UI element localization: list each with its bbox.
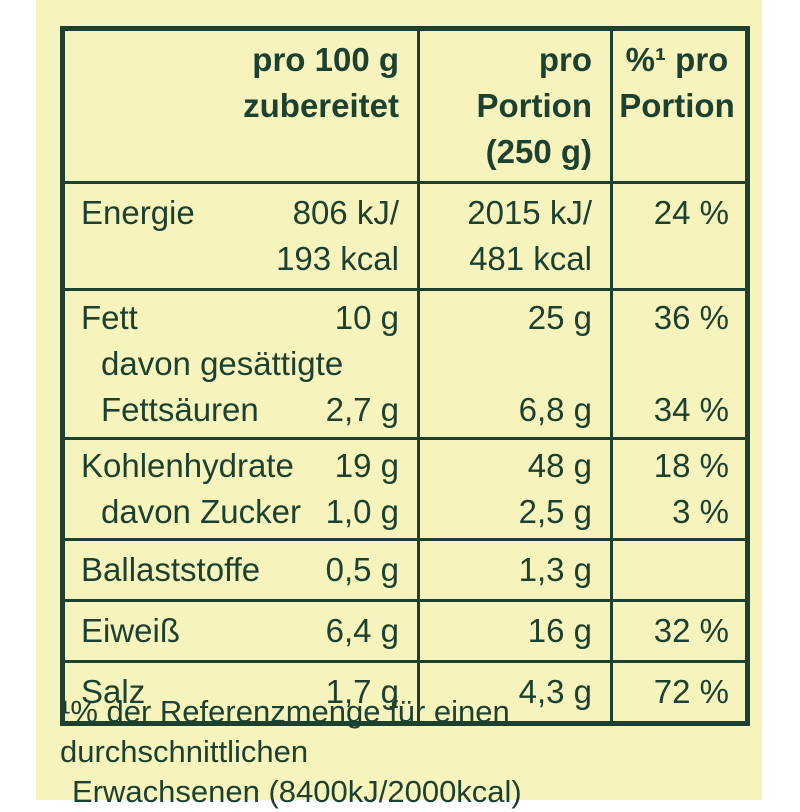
header-per-100g-line1: pro 100 g [252,41,399,78]
nutrient-label: Eiweiß [81,612,181,649]
value-per-portion: 4,3 g [518,673,592,710]
value-per-portion: 48 g [527,447,592,484]
percent-value: 36 % [653,299,729,336]
header-percent: %¹ pro Portion [613,31,745,181]
value-per-100g: 2,7 g [325,391,399,428]
nutrient-sublabel: Fettsäuren [101,391,259,428]
header-percent-line2: Portion [619,87,735,124]
percent-value: 72 % [653,673,729,710]
table-header-row: pro 100 g zubereitet pro Portion (250 g)… [65,31,745,181]
row-salz: Salz 1,7 g 4,3 g 72 % [65,660,745,721]
value-per-portion: 2015 kJ/ [467,194,592,231]
row-kohlenhydrate: Kohlenhydrate 19 g davon Zucker 1,0 g 48… [65,437,745,538]
row-energie: Energie 806 kJ/ 193 kcal 2015 kJ/ 481 kc… [65,181,745,288]
value-per-100g: 10 g [334,299,399,336]
value-per-100g: 193 kcal [276,240,399,277]
percent-value [619,236,729,282]
nutrient-sublabel: davon Zucker [101,493,301,530]
nutrient-label: Ballaststoffe [81,551,261,588]
value-per-portion: 16 g [527,612,592,649]
percent-value: 32 % [653,612,729,649]
value-per-portion: 481 kcal [469,240,592,277]
header-percent-line1: %¹ pro [625,41,729,78]
value-per-100g: 1,7 g [325,673,399,710]
value-per-100g: 19 g [334,447,399,484]
nutrition-table: pro 100 g zubereitet pro Portion (250 g)… [60,26,750,726]
nutrient-label: Kohlenhydrate [81,447,294,484]
row-eiweiss: Eiweiß 6,4 g 16 g 32 % [65,599,745,660]
header-per-portion: pro Portion (250 g) [420,31,613,181]
percent-value: 34 % [653,391,729,428]
value-per-100g: 1,0 g [325,493,399,530]
value-per-portion: 2,5 g [518,493,592,530]
reference-footnote: ¹% der Referenzmenge für einen durchschn… [60,692,750,812]
value-per-portion [430,341,592,387]
nutrition-panel: pro 100 g zubereitet pro Portion (250 g)… [36,0,762,809]
percent-value: 24 % [653,194,729,231]
header-per-portion-line1: pro Portion [476,41,592,124]
percent-value: 18 % [653,447,729,484]
value-per-portion: 25 g [527,299,592,336]
nutrient-label: Fett [81,299,138,336]
nutrient-label: Salz [81,673,146,710]
value-per-100g: 6,4 g [325,612,399,649]
row-ballaststoffe: Ballaststoffe 0,5 g 1,3 g [65,538,745,599]
value-per-portion: 1,3 g [518,551,592,588]
footnote-line1: ¹% der Referenzmenge für einen durchschn… [60,694,510,769]
footnote-line2: Erwachsenen (8400kJ/2000kcal) [72,774,522,809]
header-per-portion-line2: (250 g) [485,133,592,170]
value-per-portion: 6,8 g [518,391,592,428]
nutrient-sublabel: davon gesättigte [101,345,344,382]
percent-value: 3 % [672,493,729,530]
percent-value [619,547,729,593]
row-fett: Fett 10 g davon gesättigte Fettsäuren 2,… [65,288,745,437]
header-per-100g-line2: zubereitet [243,87,399,124]
percent-value [619,341,729,387]
header-per-100g: pro 100 g zubereitet [65,31,420,181]
value-per-100g: 806 kJ/ [292,194,399,231]
value-per-100g: 0,5 g [325,551,399,588]
nutrient-label: Energie [81,194,195,231]
